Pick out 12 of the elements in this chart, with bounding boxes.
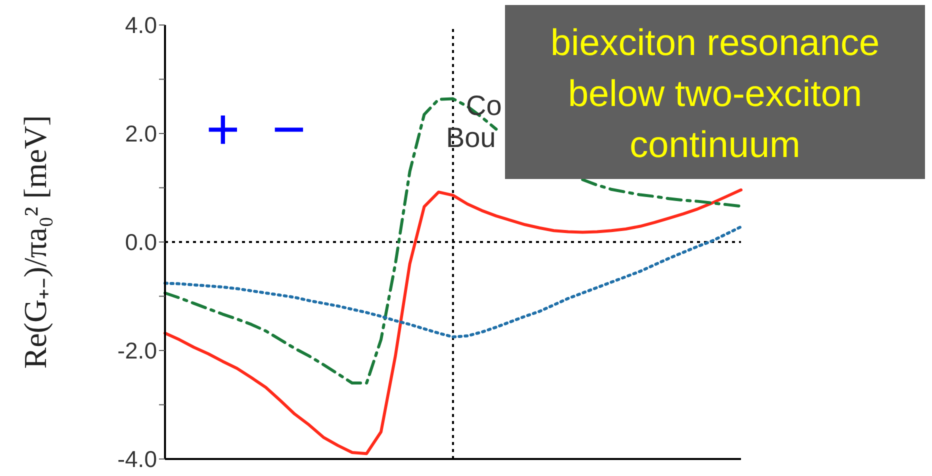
y-tick-label: 2.0 <box>125 120 157 147</box>
line-series <box>164 225 742 338</box>
annotation: biexciton resonance below two-exciton continuum <box>505 5 925 179</box>
annotation: Co <box>466 90 502 122</box>
y-axis-title: Re(G₊₋)/πa₀² [meV] <box>17 115 53 369</box>
y-tick-label: -2.0 <box>117 338 157 364</box>
y-tick-label: -4.0 <box>117 446 157 472</box>
line-series <box>164 188 742 456</box>
y-tick-label: 4.0 <box>125 12 157 38</box>
annotation: Bou <box>446 122 496 154</box>
y-tick-label: 0.0 <box>125 229 157 256</box>
annotation: + − <box>206 96 314 163</box>
